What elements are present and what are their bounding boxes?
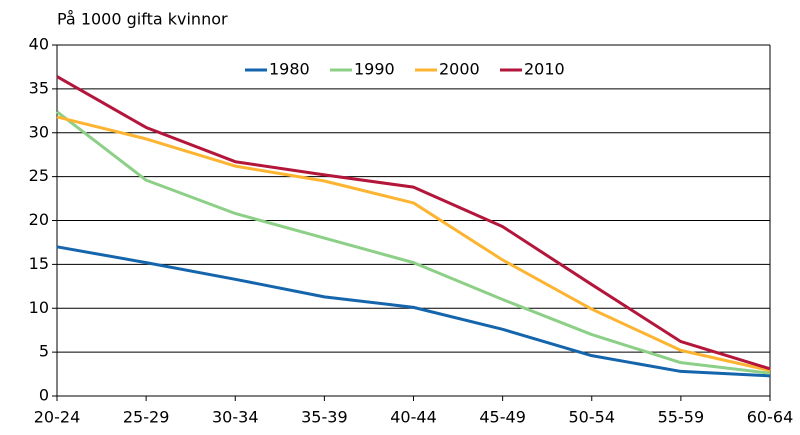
legend-label: 1980 <box>269 60 310 79</box>
y-tick-label: 25 <box>29 166 49 185</box>
series-line <box>56 75 771 371</box>
x-tick-label: 60-64 <box>747 408 794 427</box>
series-line <box>56 245 771 378</box>
x-tick-label: 30-34 <box>212 408 259 427</box>
legend-label: 2000 <box>439 60 480 79</box>
x-tick-label: 55-59 <box>658 408 705 427</box>
y-tick-label: 35 <box>29 78 49 97</box>
y-tick-label: 30 <box>29 122 49 141</box>
y-tick-label: 40 <box>29 35 49 54</box>
legend-label: 1990 <box>354 60 395 79</box>
x-tick-label: 35-39 <box>301 408 348 427</box>
x-tick-label: 25-29 <box>123 408 170 427</box>
y-tick-label: 15 <box>29 254 49 273</box>
legend-label: 2010 <box>524 60 565 79</box>
chart-title: På 1000 gifta kvinnor <box>57 10 228 29</box>
x-tick-label: 20-24 <box>34 408 81 427</box>
x-tick-label: 45-49 <box>479 408 526 427</box>
y-tick-label: 0 <box>39 386 49 405</box>
y-tick-label: 20 <box>29 210 49 229</box>
y-tick-label: 5 <box>39 342 49 361</box>
x-tick-label: 50-54 <box>569 408 616 427</box>
x-tick-label: 40-44 <box>390 408 437 427</box>
y-tick-label: 10 <box>29 298 49 317</box>
series-line <box>56 115 771 373</box>
series-line <box>56 110 771 375</box>
